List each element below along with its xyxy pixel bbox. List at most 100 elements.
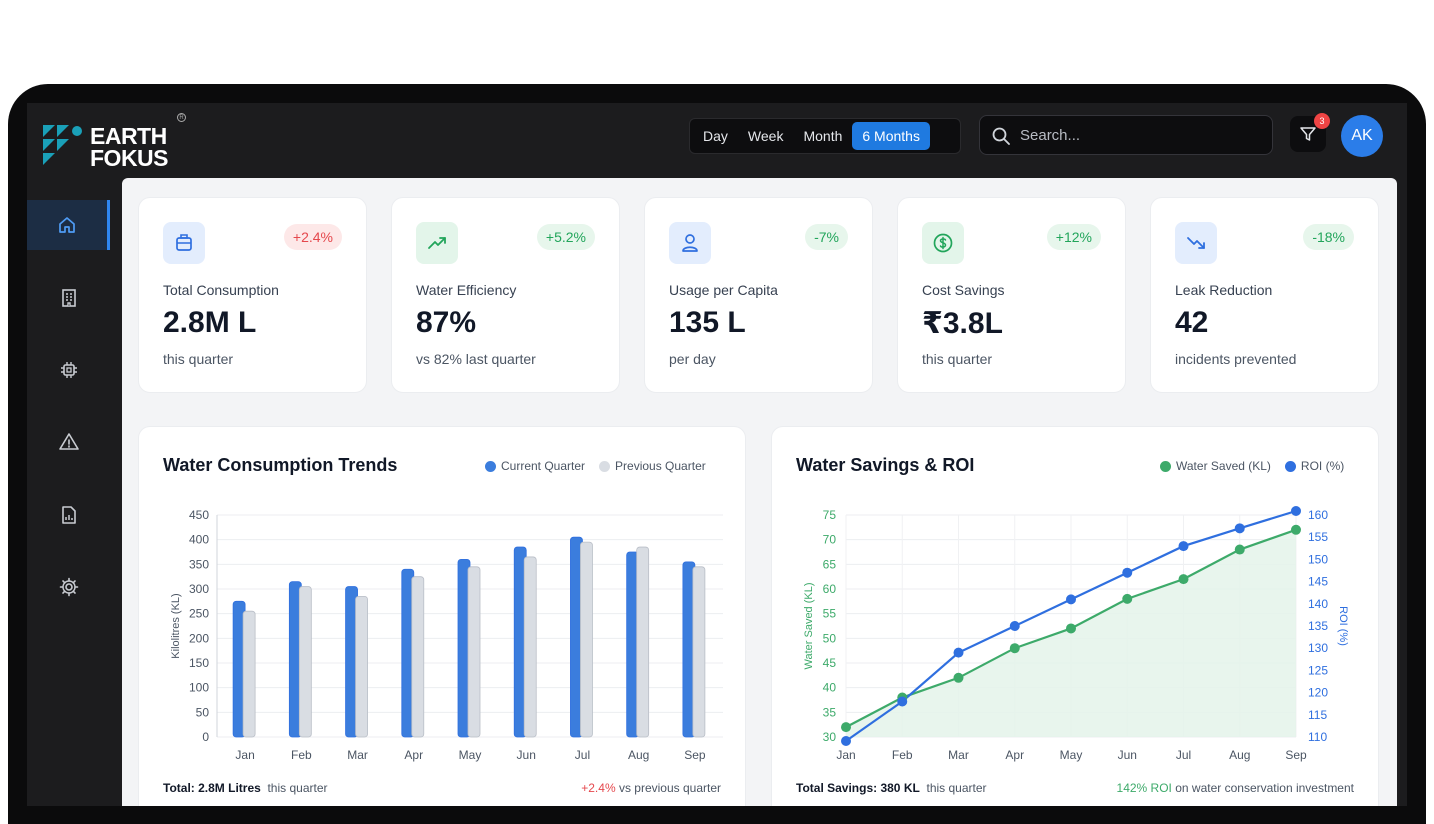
- filter-button[interactable]: 3: [1290, 113, 1330, 152]
- kpi-change: -18%: [1303, 224, 1354, 250]
- x-tick-label: Jul: [575, 748, 590, 762]
- kpi-change: -7%: [805, 224, 848, 250]
- consumption-footer-total: Total: 2.8M Litres this quarter: [163, 781, 328, 795]
- period-6-months[interactable]: 6 Months: [852, 122, 930, 150]
- x-tick-label: Mar: [948, 748, 969, 762]
- water-saved-point: [1122, 593, 1133, 604]
- kpi-card-water-efficiency[interactable]: +5.2% Water Efficiency 87% vs 82% last q…: [391, 197, 620, 393]
- sidebar-item-devices[interactable]: [27, 345, 110, 395]
- y-tick-label: 60: [823, 582, 837, 596]
- x-tick-label: Aug: [1229, 748, 1250, 762]
- legend-roi[interactable]: ROI (%): [1284, 459, 1345, 473]
- y-tick-label: 40: [823, 681, 837, 695]
- water-saved-point: [1009, 643, 1020, 654]
- roi-point: [1009, 621, 1020, 631]
- y2-tick-label: 130: [1308, 641, 1328, 655]
- kpi-value: 135 L: [669, 306, 746, 339]
- x-tick-label: Jun: [517, 748, 536, 762]
- kpi-change: +2.4%: [283, 224, 342, 250]
- kpi-subtext: this quarter: [922, 351, 993, 367]
- home-icon: [59, 217, 75, 233]
- search-box: [979, 115, 1273, 155]
- roi-point: [1291, 506, 1301, 516]
- roi-point: [841, 736, 851, 746]
- brand-logo[interactable]: EARTH FOKUS R: [41, 113, 201, 171]
- y-tick-label: 200: [189, 631, 209, 645]
- roi-point: [1234, 523, 1245, 534]
- y-tick-label: 100: [189, 681, 209, 695]
- chip-icon: [60, 362, 77, 378]
- period-month[interactable]: Month: [803, 128, 843, 144]
- kpi-card-leak-reduction[interactable]: -18% Leak Reduction 42 incidents prevent…: [1150, 197, 1379, 393]
- sidebar-item-home[interactable]: [27, 200, 110, 250]
- period-selector: Day Week Month 6 Months: [689, 118, 961, 154]
- legend-current-label: Current Quarter: [501, 459, 586, 473]
- search-icon: [992, 127, 1010, 145]
- report-icon: [61, 506, 76, 524]
- brand-line2: FOKUS: [90, 145, 169, 171]
- savings-roi: 142% ROI: [1116, 781, 1172, 795]
- savings-line-chart: 30 35 40 45 50 55 60 65 70 75 110 115 120 125 130 135 14…: [803, 506, 1349, 762]
- legend-roi-label: ROI (%): [1300, 459, 1345, 473]
- period-week[interactable]: Week: [747, 128, 784, 144]
- x-tick-label: Feb: [892, 748, 913, 762]
- user-icon: [669, 222, 711, 264]
- sidebar-item-reports[interactable]: [27, 490, 110, 540]
- x-tick-label: Aug: [628, 748, 649, 762]
- kpi-label: Total Consumption: [163, 282, 279, 298]
- x-tick-label: Mar: [347, 748, 368, 762]
- legend-current[interactable]: Current Quarter: [485, 459, 585, 473]
- water-saved-point: [1291, 524, 1301, 535]
- consumption-title: Water Consumption Trends: [163, 455, 398, 475]
- y2-tick-label: 135: [1308, 619, 1328, 633]
- sidebar-item-buildings[interactable]: [27, 273, 110, 323]
- kpi-change: +5.2%: [536, 224, 595, 250]
- bar-previous: [242, 610, 256, 738]
- savings-total-suffix: this quarter: [926, 781, 987, 795]
- roi-point: [1178, 541, 1189, 552]
- consumption-change: +2.4%: [581, 781, 616, 795]
- sidebar-item-alerts[interactable]: [27, 417, 110, 467]
- y-tick-label: 250: [189, 607, 209, 621]
- water-saved-point: [1066, 623, 1076, 634]
- x-tick-label: Jul: [1176, 748, 1191, 762]
- kpi-subtext: this quarter: [163, 351, 234, 367]
- savings-panel: Water Savings & ROI Water Saved (KL) ROI…: [771, 426, 1379, 806]
- registered-mark-icon: R: [177, 113, 186, 122]
- kpi-card-total-consumption[interactable]: +2.4% Total Consumption 2.8M L this quar…: [138, 197, 367, 393]
- sidebar: [27, 177, 110, 806]
- kpi-label: Water Efficiency: [416, 282, 517, 298]
- roi-point: [897, 696, 908, 707]
- legend-water-saved[interactable]: Water Saved (KL): [1160, 459, 1271, 473]
- bar-previous: [692, 566, 706, 738]
- y2-tick-label: 120: [1308, 686, 1328, 700]
- y-tick-label: 30: [823, 730, 837, 744]
- search-input[interactable]: [1020, 124, 1260, 146]
- y-tick-label: 400: [189, 533, 209, 547]
- bar-previous: [298, 586, 312, 738]
- y-axis-label: Water Saved (KL): [803, 582, 815, 669]
- kpi-label: Leak Reduction: [1175, 282, 1273, 298]
- savings-total: Total Savings: 380 KL: [796, 781, 920, 795]
- period-day[interactable]: Day: [703, 128, 728, 144]
- roi-point: [1122, 567, 1133, 578]
- sidebar-item-settings[interactable]: [27, 562, 110, 612]
- kpi-value: 87%: [416, 306, 477, 339]
- kpi-change: +12%: [1046, 224, 1101, 250]
- brand-line1: EARTH: [90, 123, 167, 149]
- kpi-card-cost-savings[interactable]: +12% Cost Savings ₹3.8L this quarter: [897, 197, 1126, 393]
- consumption-bar-chart: 0 50 100 150 200 250 300 350 400 450 Kilolitres (K…: [170, 508, 723, 762]
- avatar[interactable]: AK: [1341, 115, 1383, 157]
- legend-previous[interactable]: Previous Quarter: [599, 459, 706, 473]
- y-tick-label: 65: [823, 557, 837, 571]
- kpi-card-usage-per-capita[interactable]: -7% Usage per Capita 135 L per day: [644, 197, 873, 393]
- notification-badge: 3: [1314, 113, 1330, 129]
- kpi-subtext: per day: [669, 351, 716, 367]
- y2-tick-label: 110: [1308, 730, 1327, 744]
- consumption-panel: Water Consumption Trends Current Quarter…: [138, 426, 746, 806]
- kpi-label: Usage per Capita: [669, 282, 778, 298]
- x-tick-label: Jan: [836, 748, 855, 762]
- bar-previous: [580, 541, 593, 738]
- kpi-subtext: incidents prevented: [1175, 351, 1297, 367]
- consumption-footer-change: +2.4% vs previous quarter: [581, 781, 721, 795]
